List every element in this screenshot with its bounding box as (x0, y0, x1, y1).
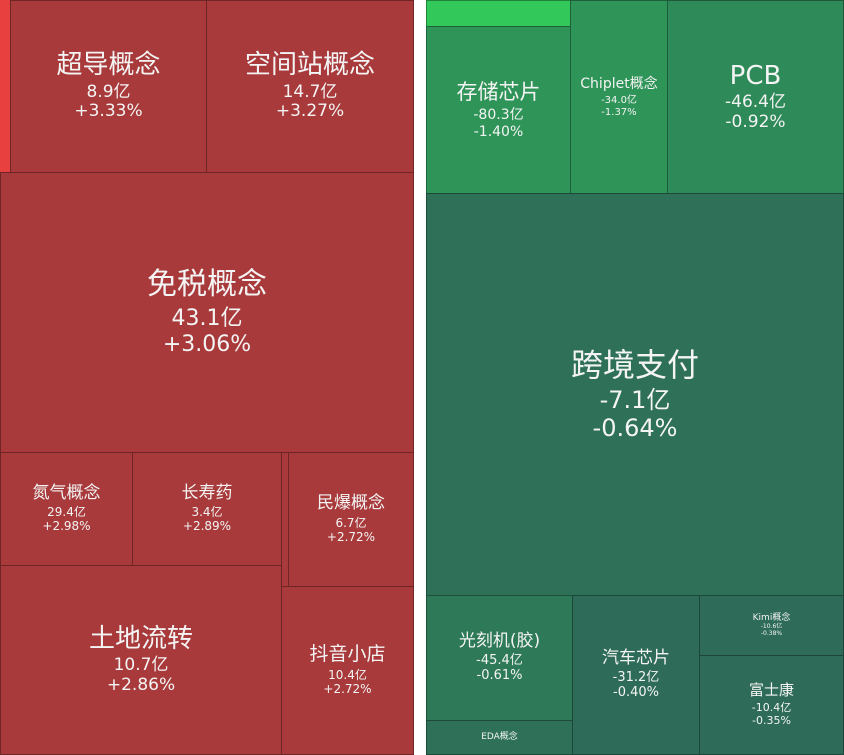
tile-change: +3.33% (74, 101, 143, 122)
tile-explosives[interactable]: 民爆概念 6.7亿 +2.72% (288, 452, 414, 587)
tile-name: 跨境支付 (570, 345, 699, 384)
tile-lithography[interactable]: 光刻机(胶) -45.4亿 -0.61% (426, 595, 573, 721)
tile-name: Chiplet概念 (580, 75, 658, 92)
tile-amount: 3.4亿 (191, 505, 223, 520)
tile-change: +2.89% (182, 519, 232, 534)
tile-nitrogen[interactable]: 氮气概念 29.4亿 +2.98% (0, 452, 133, 566)
tile-change: -0.92% (725, 111, 786, 132)
tile-name: 富士康 (748, 681, 794, 700)
tile-amount: 10.4亿 (328, 668, 367, 683)
tile-change: +3.06% (162, 331, 252, 357)
tile-storage-chips[interactable]: 存储芯片 -80.3亿 -1.40% (426, 26, 571, 194)
tile-foxconn[interactable]: 富士康 -10.4亿 -0.35% (699, 655, 844, 755)
tile-change: +2.86% (106, 674, 176, 695)
tile-name: 免税概念 (147, 266, 267, 302)
tile-change: -0.61% (476, 668, 523, 684)
tile-name: 光刻机(胶) (458, 630, 541, 651)
tile-amount: 10.7亿 (113, 655, 169, 676)
tile-change: -0.40% (613, 685, 659, 701)
tile-amount: -31.2亿 (612, 670, 660, 686)
tile-chiplet[interactable]: Chiplet概念 -34.0亿 -1.37% (570, 0, 668, 194)
tile-amount: 14.7亿 (282, 81, 338, 102)
tile-amount: 8.9亿 (86, 81, 131, 102)
tile-amount: 43.1亿 (171, 306, 243, 332)
tile-name: 超导概念 (56, 50, 161, 80)
tile-change: -0.35% (752, 714, 791, 728)
tile-amount: -45.4亿 (476, 653, 523, 669)
tile-eda[interactable]: EDA概念 (426, 720, 573, 755)
tile-change: +2.72% (323, 681, 372, 696)
tile-amount: -10.4亿 (751, 701, 792, 715)
tile-name: PCB (729, 60, 782, 91)
tile-change: -0.64% (592, 413, 678, 442)
tile-name: 抖音小店 (309, 643, 386, 666)
tile-change: +2.98% (42, 519, 91, 534)
tile-name: 长寿药 (181, 482, 233, 503)
red-edge-tile[interactable] (0, 0, 10, 172)
tile-name: Kimi概念 (752, 613, 791, 624)
tile-name: 空间站概念 (244, 50, 375, 80)
tile-amount: -46.4亿 (725, 92, 786, 113)
tile-change: +3.27% (275, 101, 345, 122)
tile-amount: 6.7亿 (335, 515, 367, 530)
tile-auto-chips[interactable]: 汽车芯片 -31.2亿 -0.40% (572, 595, 700, 755)
tile-douyin-store[interactable]: 抖音小店 10.4亿 +2.72% (281, 586, 414, 755)
tile-kimi[interactable]: Kimi概念 -10.6亿 -0.38% (699, 595, 844, 656)
tile-amount: -10.6亿 (760, 622, 783, 630)
tile-change: -1.40% (473, 123, 524, 140)
tile-space-station[interactable]: 空间站概念 14.7亿 +3.27% (206, 0, 414, 173)
tile-name: 存储芯片 (456, 80, 541, 105)
tile-change: -0.38% (760, 629, 783, 637)
tile-name: 土地流转 (88, 623, 193, 654)
tile-duty-free[interactable]: 免税概念 43.1亿 +3.06% (0, 172, 414, 453)
tile-land-transfer[interactable]: 土地流转 10.7亿 +2.86% (0, 565, 282, 755)
tile-name: 民爆概念 (317, 493, 385, 514)
tile-superconductor[interactable]: 超导概念 8.9亿 +3.33% (10, 0, 207, 173)
tile-name: EDA概念 (481, 732, 518, 743)
tile-amount: -80.3亿 (473, 107, 524, 124)
tile-amount: -7.1亿 (599, 386, 671, 415)
tile-change: -1.37% (601, 106, 637, 118)
tile-longevity[interactable]: 长寿药 3.4亿 +2.89% (132, 452, 282, 566)
tile-pcb[interactable]: PCB -46.4亿 -0.92% (667, 0, 844, 194)
tile-name: 氮气概念 (32, 482, 101, 503)
tile-tiny-bright[interactable] (426, 0, 571, 27)
tile-amount: -34.0亿 (601, 95, 637, 107)
tile-cross-border-payment[interactable]: 跨境支付 -7.1亿 -0.64% (426, 193, 844, 596)
tile-change: +2.72% (326, 529, 376, 544)
tile-amount: 29.4亿 (47, 505, 86, 520)
tile-name: 汽车芯片 (602, 647, 670, 668)
